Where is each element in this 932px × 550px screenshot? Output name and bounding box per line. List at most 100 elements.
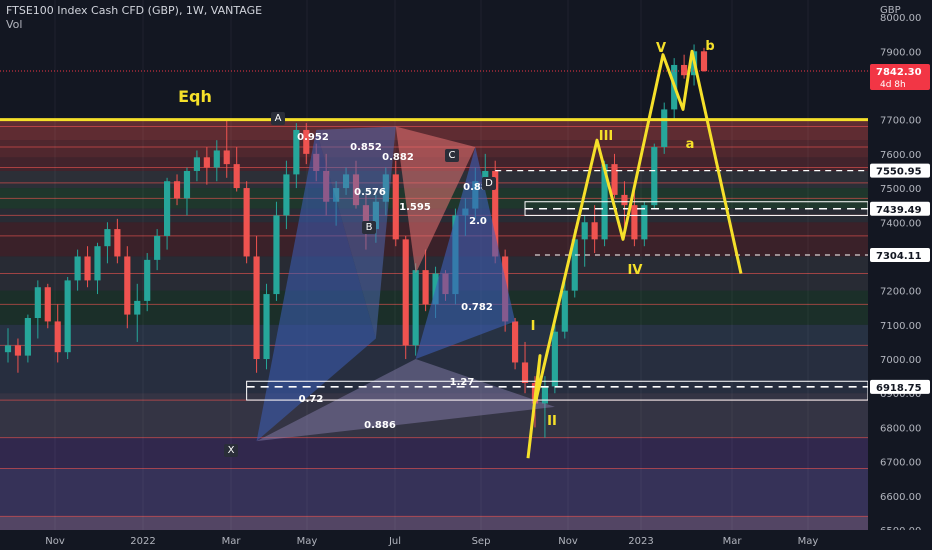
price-tag-value: 7842.30 [876, 67, 922, 78]
candle-body[interactable] [700, 51, 708, 72]
candle-body[interactable] [681, 64, 688, 76]
candle-body[interactable] [541, 386, 548, 404]
volume-label[interactable]: Vol [6, 18, 23, 31]
candle-body[interactable] [164, 181, 171, 236]
x-tick-label: Mar [222, 536, 242, 547]
candle-body[interactable] [94, 246, 101, 281]
candle-body[interactable] [114, 229, 121, 257]
chart-title[interactable]: FTSE100 Index Cash CFD (GBP), 1W, VANTAG… [6, 4, 263, 17]
x-tick-label: Mar [723, 536, 743, 547]
candle-body[interactable] [482, 170, 489, 182]
candle-body[interactable] [154, 235, 161, 260]
fib-ratio-label: 1.27 [450, 377, 475, 388]
harmonic-triangle [316, 126, 396, 339]
price-zone [0, 437, 868, 469]
candle-body[interactable] [521, 362, 529, 383]
candle-body[interactable] [124, 256, 131, 315]
y-tick-label: 7400.00 [880, 218, 921, 229]
x-tick-label: 2022 [130, 536, 155, 547]
fib-ratio-label: 0.882 [382, 152, 414, 163]
harmonic-triangle [256, 129, 376, 442]
candle-body[interactable] [253, 256, 260, 360]
candle-body[interactable] [84, 256, 91, 281]
candle-body[interactable] [402, 239, 409, 346]
candle-body[interactable] [64, 280, 71, 353]
candle-body[interactable] [193, 157, 200, 171]
candle-body[interactable] [203, 157, 210, 168]
price-tag[interactable] [870, 248, 930, 263]
wave-label: III [599, 129, 614, 144]
candle-body[interactable] [44, 287, 51, 322]
fib-ratio-label: 0.852 [350, 142, 382, 153]
candle-body[interactable] [243, 188, 250, 257]
price-tag[interactable] [870, 201, 930, 216]
candle-body[interactable] [591, 222, 598, 240]
candle-body[interactable] [293, 129, 300, 175]
elliott-wave-line[interactable] [526, 49, 743, 459]
candle-body[interactable] [273, 215, 280, 295]
candle-body[interactable] [621, 194, 628, 206]
y-tick-label: 7500.00 [880, 184, 921, 195]
y-tick-label: 7700.00 [880, 116, 921, 127]
y-tick-label: 7100.00 [880, 321, 921, 332]
candle-body[interactable] [34, 287, 41, 318]
candle-body[interactable] [74, 256, 81, 281]
y-tick-label: 8000.00 [880, 13, 921, 24]
candle-body[interactable] [392, 174, 399, 240]
candle-body[interactable] [512, 321, 519, 363]
candle-body[interactable] [661, 109, 668, 148]
pattern-letter-box [271, 112, 285, 125]
candle-body[interactable] [134, 300, 141, 315]
wave-label: b [705, 39, 714, 54]
candle-body[interactable] [104, 229, 111, 247]
y-tick-label: 7900.00 [880, 47, 921, 58]
candle-body[interactable] [422, 270, 429, 305]
fib-ratio-label: 0.782 [461, 302, 493, 313]
candle-body[interactable] [551, 331, 558, 387]
candle-body[interactable] [651, 147, 658, 206]
pattern-letter: A [275, 113, 282, 124]
y-tick-label: 6600.00 [880, 492, 921, 503]
candle-body[interactable] [223, 150, 230, 165]
pattern-letter-box [224, 444, 238, 457]
eqh-label: Eqh [178, 87, 212, 106]
candle-body[interactable] [144, 259, 151, 301]
candle-body[interactable] [492, 170, 499, 257]
candle-body[interactable] [283, 174, 290, 216]
candle-body[interactable] [631, 205, 638, 240]
candle-body[interactable] [581, 222, 588, 240]
candle-body[interactable] [183, 170, 191, 199]
fib-ratio-label: 1.595 [399, 202, 431, 213]
wave-label: II [547, 414, 557, 429]
candle-body[interactable] [641, 205, 648, 240]
candle-body[interactable] [303, 129, 310, 154]
price-zone [0, 468, 868, 517]
pattern-letter: B [366, 222, 373, 233]
wave-label: I [531, 319, 536, 334]
candle-body[interactable] [24, 318, 31, 356]
price-tag-value: 7304.11 [876, 251, 922, 262]
pattern-letter: D [485, 178, 493, 189]
candle-body[interactable] [412, 270, 419, 346]
price-tag[interactable] [870, 379, 930, 394]
price-tag[interactable] [870, 163, 930, 178]
candle-body[interactable] [213, 150, 220, 168]
candle-body[interactable] [571, 239, 578, 291]
price-zone [0, 345, 868, 394]
fib-ratio-label: 0.881 [463, 182, 495, 193]
candle-body[interactable] [233, 164, 240, 189]
candle-body[interactable] [561, 290, 568, 332]
price-tag-value: 7550.95 [876, 167, 922, 178]
fib-ratio-label: 0.576 [354, 187, 386, 198]
price-zone [0, 516, 868, 530]
candle-body[interactable] [14, 345, 22, 356]
price-tag[interactable] [870, 64, 930, 91]
candle-body[interactable] [611, 164, 618, 195]
candle-body[interactable] [54, 321, 61, 353]
wave-label: V [656, 41, 666, 56]
candle-body[interactable] [4, 345, 12, 353]
candle-body[interactable] [263, 294, 270, 360]
candle-body[interactable] [173, 181, 181, 199]
